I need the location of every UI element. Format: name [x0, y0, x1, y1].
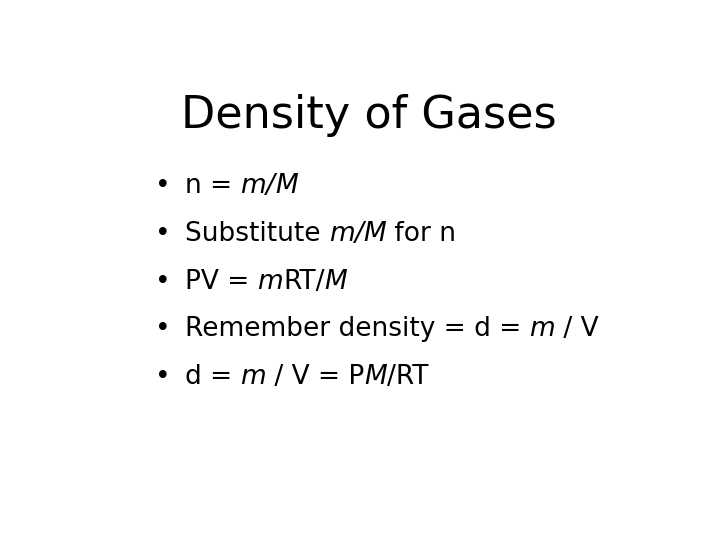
Text: /: / [266, 173, 275, 199]
Text: •: • [155, 364, 171, 390]
Text: M: M [364, 221, 386, 247]
Text: •: • [155, 316, 171, 342]
Text: RT/: RT/ [283, 268, 325, 294]
Text: / V = P: / V = P [266, 364, 364, 390]
Text: M: M [325, 268, 348, 294]
Text: m: m [258, 268, 283, 294]
Text: M: M [275, 173, 298, 199]
Text: for n: for n [386, 221, 456, 247]
Text: •: • [155, 173, 171, 199]
Text: Remember density = d =: Remember density = d = [185, 316, 529, 342]
Text: / V: / V [555, 316, 599, 342]
Text: •: • [155, 268, 171, 294]
Text: Substitute: Substitute [185, 221, 329, 247]
Text: m: m [240, 364, 266, 390]
Text: d =: d = [185, 364, 240, 390]
Text: m: m [329, 221, 354, 247]
Text: /RT: /RT [387, 364, 428, 390]
Text: /: / [354, 221, 364, 247]
Text: m: m [240, 173, 266, 199]
Text: PV =: PV = [185, 268, 258, 294]
Text: •: • [155, 221, 171, 247]
Text: Density of Gases: Density of Gases [181, 94, 557, 137]
Text: m: m [529, 316, 555, 342]
Text: M: M [364, 364, 387, 390]
Text: n =: n = [185, 173, 240, 199]
